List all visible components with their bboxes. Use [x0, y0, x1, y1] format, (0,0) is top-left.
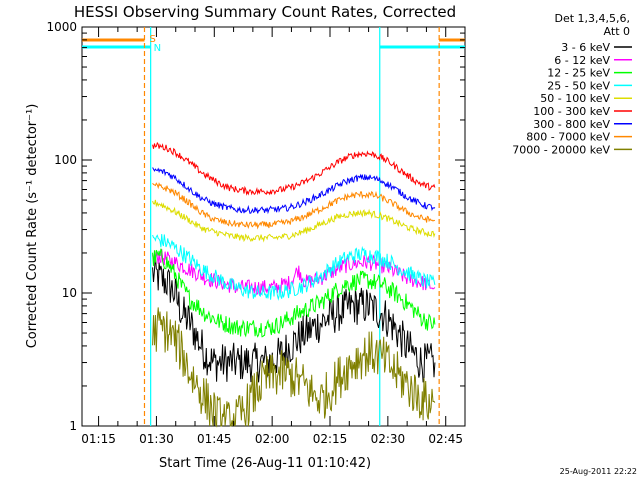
series-layer	[152, 141, 436, 428]
y-tick-label: 100	[54, 153, 77, 167]
series-line-1	[152, 255, 436, 383]
x-tick-label: 01:15	[81, 432, 116, 446]
x-tick-label: 02:45	[428, 432, 463, 446]
y-tick-label: 10	[62, 286, 77, 300]
legend-label-7: 300 - 800 keV	[533, 118, 610, 131]
x-axis-label: Start Time (26-Aug-11 01:10:42)	[159, 456, 371, 471]
legend-header-1: Det 1,3,4,5,6,	[554, 12, 630, 25]
series-line-8	[152, 182, 436, 230]
x-tick-label: 01:45	[197, 432, 232, 446]
legend-label-8: 800 - 7000 keV	[526, 131, 610, 144]
x-tick-label: 02:00	[255, 432, 290, 446]
night-label: N	[154, 43, 161, 54]
x-tick-label: 01:30	[139, 432, 174, 446]
y-tick-label: 1000	[46, 20, 77, 34]
chart-title: HESSI Observing Summary Count Rates, Cor…	[74, 3, 456, 21]
legend-header-2: Att 0	[604, 25, 630, 38]
legend-label-5: 50 - 100 keV	[540, 92, 610, 105]
x-tick-label: 02:15	[313, 432, 348, 446]
legend-label-1: 3 - 6 keV	[561, 41, 610, 54]
series-line-6	[152, 141, 436, 196]
series-line-9	[152, 307, 436, 428]
legend-label-4: 25 - 50 keV	[547, 79, 610, 92]
legend-label-9: 7000 - 20000 keV	[512, 143, 610, 156]
series-line-4	[152, 234, 436, 301]
y-axis-label: Corrected Count Rate (s⁻¹ detector⁻¹)	[25, 104, 40, 349]
y-tick-label: 1	[69, 419, 77, 433]
axes-layer: 1 10 100 1000 01:15 01:30 01:45 02:00 02:15 02:30…	[46, 20, 466, 446]
footer-timestamp: 25-Aug-2011 22:22	[560, 467, 637, 476]
saa-label: S	[149, 34, 155, 45]
series-line-3	[152, 248, 436, 338]
series-line-7	[152, 167, 436, 215]
legend-label-6: 100 - 300 keV	[533, 105, 610, 118]
legend-label-3: 12 - 25 keV	[547, 67, 610, 80]
series-line-5	[152, 199, 436, 243]
plot-frame	[81, 26, 466, 427]
x-tick-label: 02:30	[371, 432, 406, 446]
legend-label-2: 6 - 12 keV	[554, 54, 610, 67]
annotation-layer: SN	[82, 27, 465, 426]
